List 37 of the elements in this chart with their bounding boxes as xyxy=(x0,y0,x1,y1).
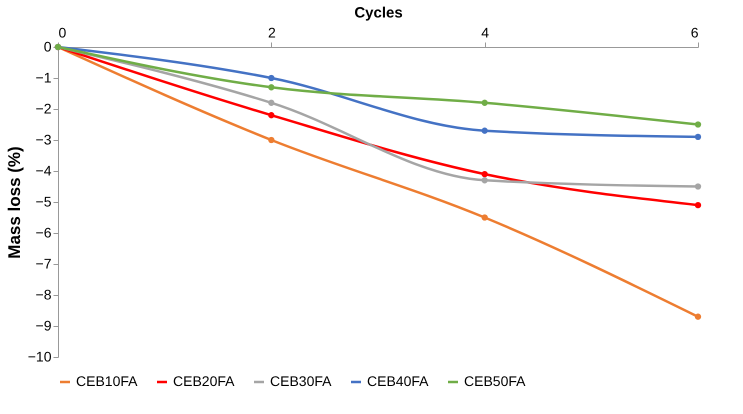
point xyxy=(694,134,702,140)
y-tick-label: −3 xyxy=(36,132,52,148)
x-tick-label: 6 xyxy=(690,24,699,40)
point xyxy=(268,84,274,90)
point xyxy=(694,314,702,320)
x-axis-title: Cycles xyxy=(354,4,403,22)
point xyxy=(694,121,702,128)
x-tick-label: 4 xyxy=(481,24,490,40)
y-tick-label: −6 xyxy=(36,224,52,240)
point xyxy=(268,136,274,144)
legend-label: CEB30FA xyxy=(270,373,332,389)
y-tick-label: −2 xyxy=(36,100,52,116)
point xyxy=(482,100,488,106)
y-tick-label: −5 xyxy=(36,194,52,210)
point xyxy=(694,183,702,190)
y-tick-label: 0 xyxy=(44,38,52,54)
point xyxy=(482,128,488,134)
point xyxy=(482,170,488,178)
legend-label: CEB20FA xyxy=(173,373,236,389)
y-axis-title: Mass loss (%) xyxy=(4,146,24,259)
x-tick-label: 0 xyxy=(58,24,66,40)
y-tick-label: −9 xyxy=(36,318,52,334)
y-tick-label: −4 xyxy=(36,162,52,178)
legend-label: CEB50FA xyxy=(464,373,526,389)
y-tick-label: −7 xyxy=(36,256,52,272)
y-tick-label: −10 xyxy=(28,348,52,364)
point xyxy=(694,202,702,208)
legend-label: CEB10FA xyxy=(76,373,138,389)
point xyxy=(268,100,274,106)
y-tick-label: −1 xyxy=(36,70,52,86)
point xyxy=(268,112,274,118)
legend-label: CEB40FA xyxy=(367,373,430,389)
y-tick-label: −8 xyxy=(36,286,52,302)
x-tick-label: 2 xyxy=(268,24,276,40)
point xyxy=(268,74,274,82)
point xyxy=(482,177,488,184)
point xyxy=(482,214,488,221)
